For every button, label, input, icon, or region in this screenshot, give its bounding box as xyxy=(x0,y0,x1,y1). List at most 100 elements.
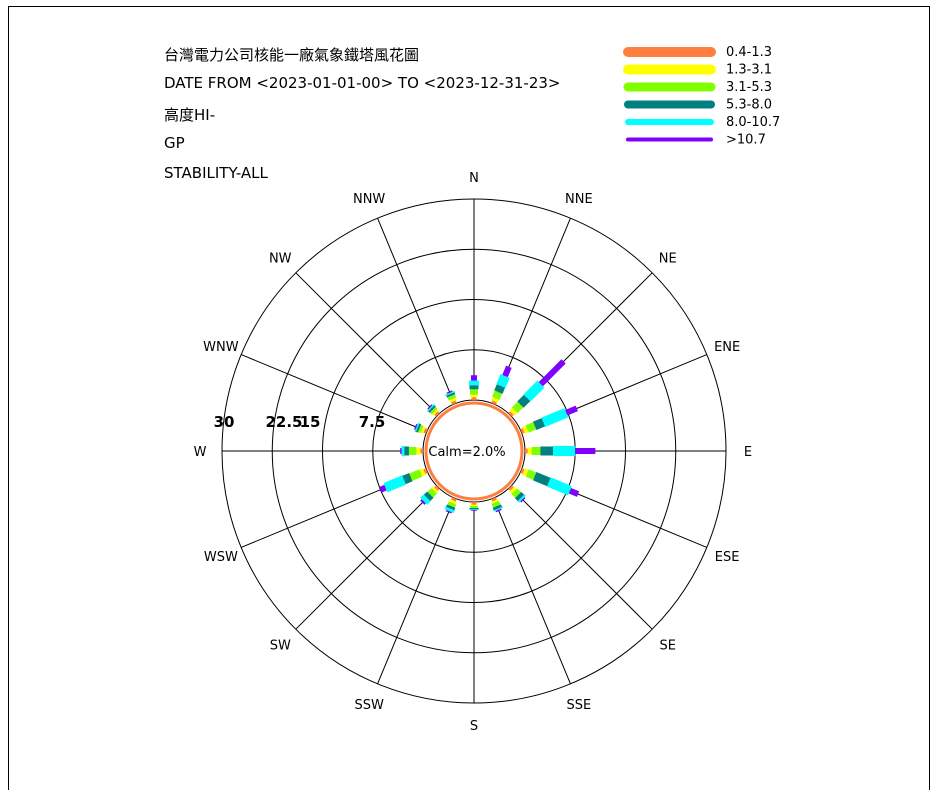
petal-ne-2 xyxy=(511,401,524,414)
direction-label-e: E xyxy=(744,445,752,460)
spoke-wnw xyxy=(240,354,428,432)
petal-ese-5 xyxy=(568,488,580,497)
calm-label: Calm=2.0% xyxy=(428,445,505,460)
ring-label: 30 xyxy=(214,413,235,431)
petal-se-4 xyxy=(517,494,526,503)
petal-nne-4 xyxy=(496,374,510,388)
petal-ne-0 xyxy=(508,411,514,417)
direction-label-ene: ENE xyxy=(714,340,740,355)
petal-sse-3 xyxy=(492,504,503,511)
petal-nnw-2 xyxy=(447,394,457,401)
gp-label: GP xyxy=(164,134,185,152)
petal-nw-5 xyxy=(427,404,433,410)
petal-ese-3 xyxy=(533,472,551,487)
petal-ssw-4 xyxy=(444,506,455,514)
petal-se-5 xyxy=(520,497,526,503)
direction-label-nne: NNE xyxy=(565,192,593,207)
petal-sw-4 xyxy=(420,494,431,505)
petal-sw-3 xyxy=(423,491,434,502)
petal-ese-0 xyxy=(520,468,525,474)
petal-wnw-3 xyxy=(415,423,422,433)
direction-label-ssw: SSW xyxy=(354,698,384,713)
stability-label: STABILITY-ALL xyxy=(164,164,268,182)
petal-se-3 xyxy=(514,491,525,502)
petal-ssw-5 xyxy=(445,509,452,514)
petal-ese-1 xyxy=(522,468,529,477)
petal-ese-4 xyxy=(547,477,572,496)
spoke-nnw xyxy=(377,217,455,405)
petal-nne-0 xyxy=(491,400,497,405)
petal-nne-5 xyxy=(502,365,512,378)
petal-nnw-4 xyxy=(445,390,456,396)
petal-wsw-1 xyxy=(419,468,426,477)
spoke-se xyxy=(509,486,653,630)
spoke-sse xyxy=(493,497,571,685)
direction-label-wsw: WSW xyxy=(204,550,238,565)
petal-wnw-4 xyxy=(414,422,420,433)
petal-ssw-0 xyxy=(451,497,457,502)
petal-nnw-3 xyxy=(446,392,456,398)
height-label: 高度HI- xyxy=(164,106,216,124)
direction-label-n: N xyxy=(469,171,479,186)
spoke-ssw xyxy=(377,497,455,685)
petal-sse-2 xyxy=(491,500,501,508)
ring-label: 15 xyxy=(300,413,321,431)
legend-label-0: 0.4-1.3 xyxy=(726,45,772,60)
petal-wsw-0 xyxy=(423,468,428,474)
petal-ene-4 xyxy=(541,408,569,427)
petal-wsw-2 xyxy=(409,469,423,481)
petal-ssw-2 xyxy=(447,501,457,508)
petal-se-1 xyxy=(509,486,517,494)
petal-sw-5 xyxy=(420,499,426,505)
petal-ene-0 xyxy=(520,428,525,434)
direction-label-ne: NE xyxy=(659,251,677,266)
legend-label-1: 1.3-3.1 xyxy=(726,63,772,78)
direction-label-se: SE xyxy=(660,639,676,654)
petal-ne-5 xyxy=(538,359,566,387)
petal-wnw-2 xyxy=(417,424,424,434)
legend-label-4: 8.0-10.7 xyxy=(726,115,780,130)
calm-circle xyxy=(424,401,524,501)
direction-label-sse: SSE xyxy=(566,698,591,713)
petal-wnw-5 xyxy=(413,423,418,430)
petal-nw-0 xyxy=(434,411,440,417)
petal-wnw-0 xyxy=(423,428,428,434)
petal-nw-1 xyxy=(432,409,439,416)
petal-nw-4 xyxy=(426,403,435,412)
petal-nnw-0 xyxy=(451,400,457,405)
direction-label-sw: SW xyxy=(270,639,291,654)
petal-ene-2 xyxy=(525,422,537,433)
spoke-nw xyxy=(295,272,439,416)
direction-label-s: S xyxy=(470,719,478,734)
petal-wsw-3 xyxy=(402,473,413,485)
chart-frame xyxy=(8,6,930,790)
direction-label-wnw: WNW xyxy=(203,340,239,355)
petal-sw-2 xyxy=(427,488,437,498)
direction-label-nnw: NNW xyxy=(353,192,385,207)
ring-label: 7.5 xyxy=(359,413,386,431)
chart-title: 台灣電力公司核能一廠氣象鐵塔風花圖 xyxy=(164,46,420,64)
petal-sw-1 xyxy=(431,486,439,494)
petal-ne-3 xyxy=(517,394,531,408)
petal-se-0 xyxy=(508,485,514,491)
petal-sw-0 xyxy=(434,485,440,491)
petal-ssw-1 xyxy=(449,499,457,505)
petal-wsw-5 xyxy=(379,484,387,493)
legend-label-2: 3.1-5.3 xyxy=(726,80,772,95)
petal-nnw-1 xyxy=(449,397,457,403)
petal-sse-1 xyxy=(491,499,499,504)
petal-nne-2 xyxy=(492,390,503,400)
ring-label: 22.5 xyxy=(265,413,302,431)
petal-sse-0 xyxy=(491,497,497,502)
legend-label-3: 5.3-8.0 xyxy=(726,98,772,113)
direction-label-w: W xyxy=(194,445,207,460)
legend-label-5: >10.7 xyxy=(726,133,766,148)
petal-ene-1 xyxy=(522,425,529,434)
petal-sse-5 xyxy=(495,508,502,513)
petal-nw-2 xyxy=(429,406,438,415)
petal-ene-5 xyxy=(565,405,578,416)
petal-nne-1 xyxy=(491,396,500,403)
petal-nnw-5 xyxy=(446,390,453,394)
petal-ne-4 xyxy=(523,380,545,402)
